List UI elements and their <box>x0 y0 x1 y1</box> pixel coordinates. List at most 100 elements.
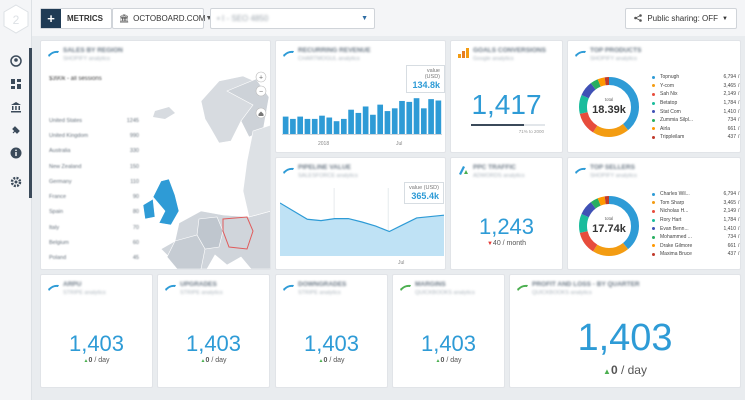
recurring-revenue-bar-chart[interactable] <box>282 89 442 135</box>
bar[interactable] <box>333 121 340 135</box>
ppc-traffic-widget[interactable]: PPC TRAFFIC ADWORDS analytics 1,243 ▼40 … <box>450 157 563 270</box>
region-row[interactable]: Czech Republic30 <box>49 266 139 269</box>
octoboard-logo-icon[interactable]: 2 <box>3 4 29 34</box>
region-row[interactable]: Belgium 60 <box>49 235 139 250</box>
dashboard-icon[interactable] <box>10 78 22 90</box>
series-line[interactable] <box>280 202 444 233</box>
bar[interactable] <box>290 118 296 135</box>
top-sellers-donut-chart[interactable] <box>576 193 642 259</box>
legend-name: Trippleilam <box>660 134 685 141</box>
map-region-iceland[interactable] <box>153 107 175 119</box>
delta-unit: / day <box>620 363 647 377</box>
top-products-donut-chart[interactable] <box>576 74 642 140</box>
metric-widget-profit-and-loss-by-quarter[interactable]: PROFIT AND LOSS - BY QUARTER QUICKBOOKS a… <box>509 274 741 388</box>
bar[interactable] <box>297 116 304 135</box>
legend-item[interactable]: Zummia Silpl...734/4% <box>652 116 740 125</box>
metric-widget-margins[interactable]: MARGINS QUICKBOOKS analytics 1,403 ▲0 / day <box>392 274 505 388</box>
map-region-ireland[interactable] <box>142 198 156 220</box>
region-name: New Zealand <box>49 163 82 170</box>
info-icon[interactable] <box>10 147 22 159</box>
bank-icon[interactable] <box>10 101 22 113</box>
metric-widget-upgrades[interactable]: UPGRADES STRIPE analytics 1,403 ▲0 / day <box>157 274 270 388</box>
map-region-poland[interactable] <box>222 216 254 250</box>
bar[interactable] <box>326 117 333 135</box>
bar[interactable] <box>370 114 376 135</box>
bar[interactable] <box>355 112 362 135</box>
donut-slice[interactable] <box>579 77 639 137</box>
home-icon[interactable] <box>255 107 267 119</box>
bar[interactable] <box>435 100 442 136</box>
bar[interactable] <box>406 101 413 135</box>
data-source-dropdown[interactable]: • I - SEO 4850 ▼ <box>210 8 375 29</box>
bar[interactable] <box>348 109 354 135</box>
region-row[interactable]: United States 1245 <box>49 113 139 128</box>
sales-by-region-widget[interactable]: SALES BY REGION SHOPIFY analytics $390k … <box>40 40 271 270</box>
bar[interactable] <box>311 118 318 135</box>
bar[interactable] <box>413 98 420 135</box>
region-row[interactable]: United Kingdom 990 <box>49 128 139 143</box>
donut-slice[interactable] <box>579 77 639 137</box>
legend-item[interactable]: Evan Benn...1,410/8% <box>652 224 740 233</box>
region-row[interactable]: New Zealand 150 <box>49 159 139 174</box>
map-region-united-kingdom[interactable] <box>152 178 180 226</box>
user-icon[interactable] <box>10 55 22 67</box>
metric-widget-downgrades[interactable]: DOWNGRADES STRIPE analytics 1,403 ▲0 / day <box>275 274 388 388</box>
bar[interactable] <box>319 115 325 135</box>
legend-item[interactable]: Charles Wil...6,794/38% <box>652 190 740 199</box>
public-sharing-toggle[interactable]: Public sharing: OFF ▼ <box>625 8 737 29</box>
legend-separator: / <box>738 100 740 107</box>
bar[interactable] <box>340 118 347 135</box>
map-region-france[interactable] <box>166 234 206 269</box>
map-region-russia[interactable] <box>242 125 271 218</box>
pipeline-value-area-chart[interactable] <box>280 188 444 256</box>
goals-conversions-widget[interactable]: GOALS CONVERSIONS Google analytics 1,417… <box>450 40 563 153</box>
gear-icon[interactable] <box>10 176 22 188</box>
account-dropdown[interactable]: 🏛 OCTOBOARD.COM ▼ <box>112 8 212 29</box>
region-row[interactable]: Spain 80 <box>49 205 139 220</box>
region-row[interactable]: Australia 330 <box>49 144 139 159</box>
donut-slice[interactable] <box>579 196 639 256</box>
region-row[interactable]: Germany 110 <box>49 174 139 189</box>
bar[interactable] <box>377 104 384 135</box>
legend-item[interactable]: Nicholas H...2,149/12% <box>652 207 740 216</box>
metric-widget-arpu[interactable]: ARPU STRIPE analytics 1,403 ▲0 / day <box>40 274 153 388</box>
plug-icon[interactable] <box>10 124 22 136</box>
zoom-out-button[interactable]: − <box>255 85 267 97</box>
bar[interactable] <box>384 111 391 135</box>
bar[interactable] <box>304 118 311 135</box>
bar[interactable] <box>282 116 289 135</box>
donut-slice[interactable] <box>579 196 639 256</box>
region-row[interactable]: Italy 70 <box>49 220 139 235</box>
region-row[interactable]: France 90 <box>49 189 139 204</box>
europe-map[interactable]: + − <box>131 71 271 269</box>
pipeline-value-widget[interactable]: PIPELINE VALUE SALESFORCE analytics valu… <box>275 157 446 270</box>
bar[interactable] <box>428 99 434 135</box>
donut-slice[interactable] <box>579 77 639 137</box>
source-logo-icon <box>400 284 411 291</box>
donut-slice[interactable] <box>579 196 639 256</box>
region-row[interactable]: Poland 45 <box>49 251 139 266</box>
top-products-widget[interactable]: TOP PRODUCTS SHOPIFY analytics total 18.… <box>567 40 741 153</box>
bar[interactable] <box>362 106 369 135</box>
bar[interactable] <box>420 108 427 135</box>
top-sellers-widget[interactable]: TOP SELLERS SHOPIFY analytics total 17.7… <box>567 157 741 270</box>
zoom-in-button[interactable]: + <box>255 71 267 83</box>
recurring-revenue-widget[interactable]: RECURRING REVENUE CHARTMOGUL analytics v… <box>275 40 446 153</box>
tooltip-value: 365.4k <box>411 191 439 201</box>
bar[interactable] <box>399 100 405 135</box>
delta-value: 40 <box>492 240 501 247</box>
legend-item[interactable]: Mohammed ...734/4% <box>652 233 740 242</box>
add-metrics-button[interactable]: + METRICS <box>40 8 112 29</box>
bar[interactable] <box>391 108 398 135</box>
